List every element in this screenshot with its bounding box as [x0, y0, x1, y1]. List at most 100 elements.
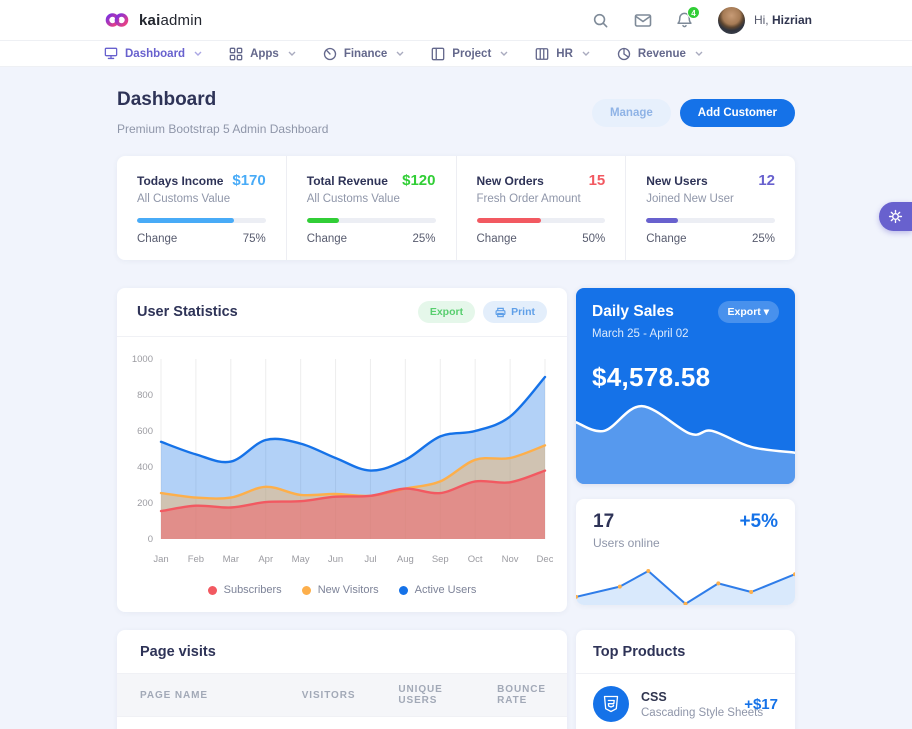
users-online-label: Users online: [593, 536, 660, 550]
stat-subtitle: Fresh Order Amount: [476, 193, 581, 205]
stat-new-orders: New Orders 15 Fresh Order Amount Change …: [455, 156, 626, 260]
visitors-cell: 4,569: [278, 716, 376, 729]
printer-icon: [495, 307, 506, 317]
page-header: Dashboard Premium Bootstrap 5 Admin Dash…: [117, 89, 795, 136]
column-header: VISITORS: [301, 689, 356, 701]
nav-item-apps[interactable]: Apps: [229, 47, 296, 61]
grid-icon: [229, 47, 243, 60]
nav-item-project[interactable]: Project: [431, 47, 508, 61]
svg-text:Jan: Jan: [153, 554, 168, 565]
product-item-css[interactable]: CSS Cascading Style Sheets +$17: [576, 674, 795, 729]
infinity-logo-icon: [105, 13, 129, 27]
table-row[interactable]: /kaiadmin/ 4,569 340 ↑46,53%: [117, 716, 567, 729]
nav-label: Revenue: [637, 47, 686, 60]
page-subtitle: Premium Bootstrap 5 Admin Dashboard: [117, 122, 329, 136]
user-statistics-title: User Statistics: [137, 304, 238, 320]
settings-fab-button[interactable]: [879, 202, 912, 231]
user-menu[interactable]: Hi, Hizrian: [717, 6, 812, 34]
stat-value: 12: [758, 172, 775, 189]
daily-sales-date-range: March 25 - April 02: [592, 328, 689, 340]
search-icon[interactable]: [592, 11, 610, 29]
layout-icon: [431, 47, 445, 60]
chart-legend: Subscribers New Visitors Active Users: [117, 574, 567, 612]
stat-title: Todays Income: [137, 174, 224, 188]
progress-fill: [646, 218, 679, 223]
page-title: Dashboard: [117, 89, 217, 110]
legend-active-users: Active Users: [398, 584, 476, 596]
top-products-card: Top Products CSS Cascading Style Sheets: [576, 630, 795, 729]
nav-label: Project: [452, 47, 492, 60]
mail-icon[interactable]: [634, 11, 652, 29]
change-value: 50%: [582, 233, 606, 245]
stat-total-revenue: Total Revenue $120 All Customs Value Cha…: [285, 156, 456, 260]
nav-item-finance[interactable]: Finance: [323, 47, 404, 61]
add-customer-button[interactable]: Add Customer: [679, 98, 795, 127]
svg-text:Dec: Dec: [537, 554, 553, 565]
page-visits-title: Page visits: [140, 644, 216, 660]
stat-value: $120: [402, 172, 436, 189]
nav-item-hr[interactable]: HR: [535, 47, 590, 61]
progress-bar: [646, 218, 775, 223]
unique-users-cell: 340: [375, 716, 475, 729]
svg-text:Nov: Nov: [502, 554, 519, 565]
print-button[interactable]: Print: [483, 301, 547, 323]
columns-icon: [535, 47, 549, 60]
legend-dot: [301, 585, 311, 595]
manage-button[interactable]: Manage: [591, 98, 671, 127]
product-amount: +$17: [744, 695, 778, 713]
chevron-down-icon: [582, 51, 590, 56]
svg-text:Sep: Sep: [432, 554, 449, 565]
progress-bar: [137, 218, 266, 223]
pie-icon: [617, 47, 631, 60]
page-visits-card: Page visits PAGE NAME VISITORS UNIQUE US…: [117, 630, 567, 729]
daily-sales-export-dropdown[interactable]: Export ▾: [717, 301, 779, 323]
stat-value: $170: [232, 172, 266, 189]
users-online-card: 17 +5% Users online: [576, 499, 795, 605]
svg-text:Apr: Apr: [258, 554, 273, 565]
change-value: 25%: [412, 233, 436, 245]
progress-fill: [137, 218, 234, 223]
gear-icon: [888, 209, 903, 224]
nav-item-revenue[interactable]: Revenue: [617, 47, 703, 61]
notifications-bell-icon[interactable]: 4: [676, 6, 700, 29]
daily-sales-chart: [576, 404, 795, 484]
svg-text:Jun: Jun: [328, 554, 343, 565]
user-statistics-card: User Statistics Export Print: [117, 288, 567, 612]
chevron-down-icon: [500, 51, 508, 56]
users-online-sparkline: [576, 568, 795, 605]
brand-logo[interactable]: kaiadmin: [104, 11, 202, 29]
stat-title: New Orders: [476, 174, 544, 188]
product-desc: Cascading Style Sheets: [641, 706, 764, 719]
nav-label: Dashboard: [125, 47, 186, 60]
users-online-count: 17: [593, 511, 615, 532]
nav-item-dashboard[interactable]: Dashboard: [104, 47, 202, 60]
brand-name: kaiadmin: [139, 11, 203, 29]
notification-count-badge: 4: [686, 6, 700, 19]
chevron-down-icon: [396, 51, 404, 56]
product-name: CSS: [641, 689, 667, 704]
print-label: Print: [511, 306, 535, 318]
change-label: Change: [306, 233, 348, 245]
stat-title: New Users: [646, 174, 708, 188]
svg-text:Aug: Aug: [397, 554, 414, 565]
stat-todays-income: Todays Income $170 All Customs Value Cha…: [117, 156, 286, 260]
daily-sales-card: Daily Sales Export ▾ March 25 - April 02…: [576, 288, 795, 484]
nav-label: HR: [556, 47, 573, 60]
change-label: Change: [476, 233, 517, 245]
page-content: Dashboard Premium Bootstrap 5 Admin Dash…: [117, 67, 795, 729]
change-label: Change: [646, 233, 687, 245]
svg-text:Mar: Mar: [223, 554, 239, 565]
top-header: kaiadmin 4: [0, 0, 912, 41]
svg-text:Jul: Jul: [364, 554, 376, 565]
bounce-rate-cell: ↑46,53%: [474, 716, 567, 729]
svg-text:600: 600: [137, 426, 153, 437]
username: Hizrian: [771, 13, 812, 27]
legend-new-visitors: New Visitors: [301, 584, 379, 596]
change-value: 75%: [242, 233, 266, 245]
progress-fill: [306, 218, 339, 223]
chevron-down-icon: [695, 51, 703, 56]
export-button[interactable]: Export: [417, 301, 476, 323]
page-name-cell: /kaiadmin/: [117, 716, 279, 729]
daily-sales-title: Daily Sales: [592, 303, 674, 320]
